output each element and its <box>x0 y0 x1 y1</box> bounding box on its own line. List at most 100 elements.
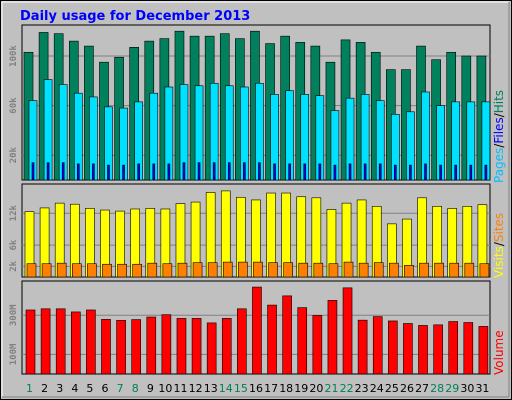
bar-pages-day-30 <box>469 164 473 181</box>
x-tick-label-day-8: 8 <box>132 382 139 395</box>
bar-sites-day-13 <box>207 262 218 278</box>
bar-pages-day-1 <box>31 162 35 181</box>
x-tick-label-day-1: 1 <box>26 382 33 395</box>
x-tick-label-day-12: 12 <box>189 382 203 395</box>
bar-sites-day-22 <box>343 261 354 278</box>
bar-volume-day-6 <box>101 319 111 375</box>
bar-volume-day-22 <box>342 287 353 375</box>
bar-sites-day-20 <box>313 262 324 278</box>
bar-sites-day-31 <box>479 263 490 278</box>
bar-pages-day-15 <box>243 162 246 181</box>
bar-volume-day-21 <box>327 300 338 375</box>
y-tick-label: 2k <box>9 260 19 271</box>
x-tick-label-day-11: 11 <box>174 382 188 395</box>
bar-sites-day-15 <box>238 261 248 278</box>
legend-sep-3: / <box>492 241 506 246</box>
bar-volume-day-7 <box>116 320 126 375</box>
bar-volume-day-29 <box>448 321 459 375</box>
x-tick-label-day-31: 31 <box>475 382 489 395</box>
bar-sites-day-26 <box>404 265 414 278</box>
x-tick-label-day-24: 24 <box>370 382 384 395</box>
bar-pages-day-26 <box>409 164 412 181</box>
y-tick-label: 6k <box>9 239 19 250</box>
bar-volume-day-23 <box>357 319 368 375</box>
x-tick-label-day-3: 3 <box>56 382 63 395</box>
bar-volume-day-4 <box>70 311 81 375</box>
bar-sites-day-19 <box>298 262 309 278</box>
bar-sites-day-7 <box>117 263 127 278</box>
x-tick-label-day-27: 27 <box>415 382 429 395</box>
bar-sites-day-4 <box>71 263 82 278</box>
bar-sites-day-14 <box>222 261 233 278</box>
legend-hits: Hits <box>492 90 506 113</box>
bar-pages-day-29 <box>454 164 458 181</box>
bar-volume-day-20 <box>312 315 323 375</box>
y-tick-label: 12k <box>9 205 19 222</box>
bar-sites-day-23 <box>358 262 369 278</box>
x-tick-label-day-13: 13 <box>204 382 218 395</box>
bar-pages-day-14 <box>227 162 231 181</box>
x-tick-label-day-28: 28 <box>430 382 444 395</box>
x-tick-label-day-19: 19 <box>294 382 308 395</box>
bar-sites-day-11 <box>177 262 188 278</box>
bar-volume-day-2 <box>40 308 51 375</box>
panel-visits-sites: 2k 6k 12k <box>9 183 491 278</box>
bar-volume-day-26 <box>403 323 413 375</box>
bar-pages-day-10 <box>167 163 171 181</box>
panel-hits-files-pages: 20k 60k 100k <box>9 24 491 181</box>
bar-pages-day-25 <box>394 164 397 181</box>
x-tick-label-day-7: 7 <box>117 382 124 395</box>
bar-sites-day-27 <box>419 262 429 278</box>
bar-sites-day-6 <box>102 263 112 278</box>
x-tick-label-day-26: 26 <box>400 382 414 395</box>
x-tick-label-day-20: 20 <box>309 382 323 395</box>
bar-volume-day-14 <box>221 318 232 375</box>
panel-volume: 100M 300M <box>9 280 491 375</box>
legend-volume: Volume <box>492 330 506 375</box>
bar-sites-day-9 <box>147 262 158 278</box>
bar-pages-day-27 <box>424 163 427 181</box>
bar-sites-day-24 <box>373 262 384 278</box>
bar-volume-day-31 <box>478 326 489 375</box>
bar-sites-day-30 <box>464 262 475 278</box>
bar-volume-day-11 <box>176 318 187 375</box>
bar-pages-day-28 <box>439 164 442 181</box>
bar-volume-day-10 <box>161 314 172 375</box>
bar-volume-day-8 <box>131 319 141 375</box>
x-tick-label-day-18: 18 <box>279 382 293 395</box>
bar-sites-day-29 <box>449 262 460 278</box>
bar-pages-day-7 <box>122 164 125 181</box>
bar-pages-day-5 <box>92 163 95 181</box>
bar-pages-day-17 <box>273 163 276 181</box>
x-tick-label-day-22: 22 <box>340 382 354 395</box>
y-tick-label: 100k <box>9 45 19 67</box>
legend-hits-files-pages: Pages/Files/Hits <box>492 90 506 183</box>
bar-pages-day-13 <box>212 162 216 181</box>
x-tick-label-day-4: 4 <box>71 382 78 395</box>
bar-volume-day-28 <box>433 324 443 375</box>
legend-sep-2: / <box>492 112 506 117</box>
x-tick-label-day-9: 9 <box>147 382 154 395</box>
bar-volume-day-5 <box>86 309 96 375</box>
x-tick-label-day-6: 6 <box>102 382 109 395</box>
bar-pages-day-31 <box>484 164 488 181</box>
bar-sites-day-5 <box>87 263 97 278</box>
bar-pages-day-19 <box>303 163 307 181</box>
bar-pages-day-20 <box>318 163 322 181</box>
bar-sites-day-16 <box>253 261 263 278</box>
bar-pages-day-3 <box>61 162 65 181</box>
bar-volume-day-30 <box>463 322 474 375</box>
bar-sites-day-18 <box>283 262 293 278</box>
bar-pages-day-12 <box>197 162 201 181</box>
x-tick-label-day-2: 2 <box>41 382 48 395</box>
bar-sites-day-17 <box>268 262 278 278</box>
bar-volume-day-17 <box>267 304 277 375</box>
bar-volume-day-27 <box>418 325 428 375</box>
bar-pages-day-4 <box>76 163 80 181</box>
bar-pages-day-8 <box>137 163 140 181</box>
bar-pages-day-24 <box>378 163 382 181</box>
bar-sites-day-28 <box>434 262 444 278</box>
bar-pages-day-11 <box>182 162 186 181</box>
chart-title: Daily usage for December 2013 <box>20 9 250 24</box>
